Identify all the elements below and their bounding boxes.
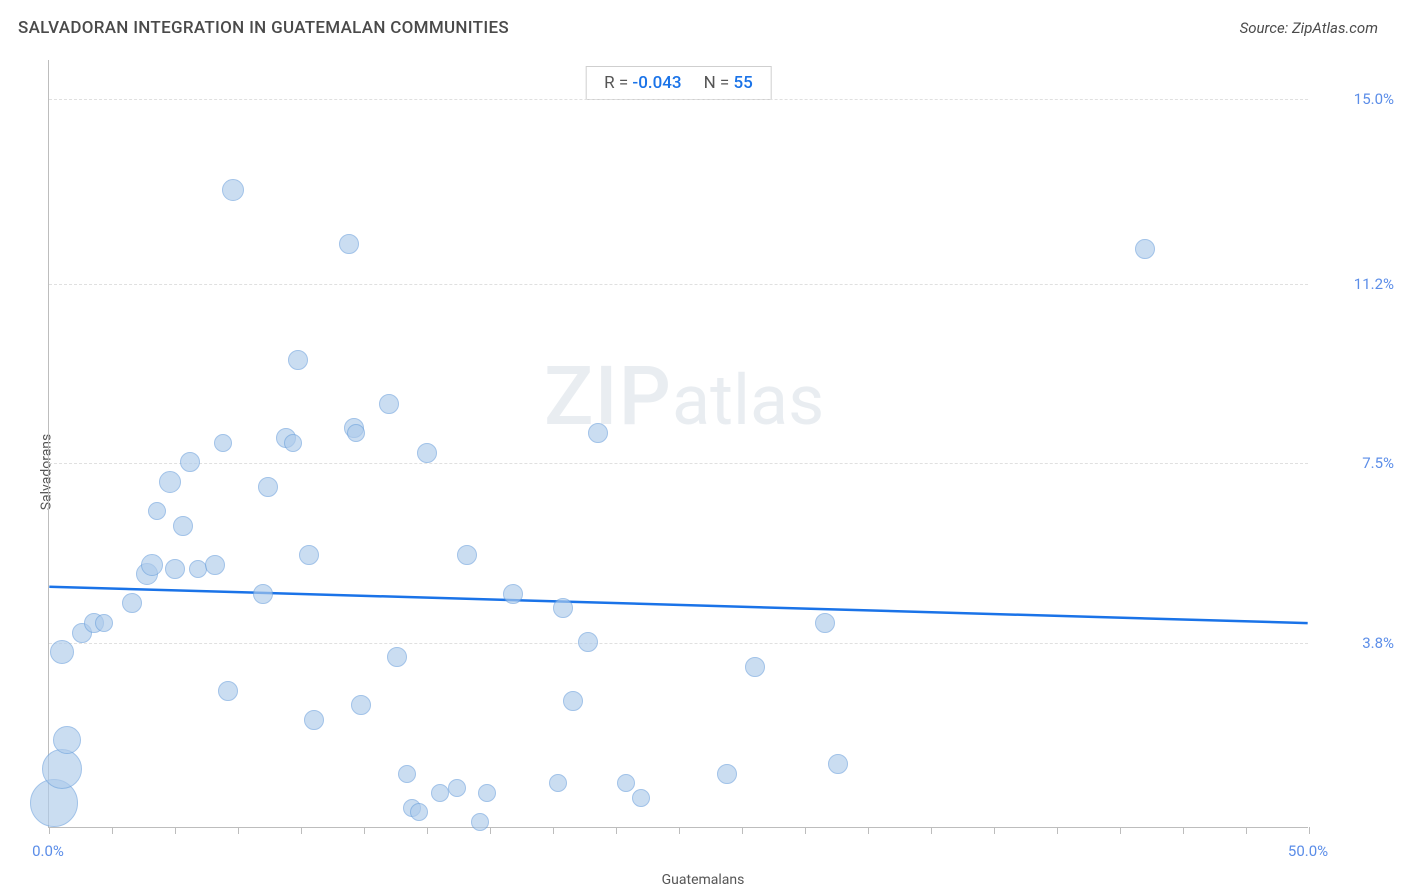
data-point[interactable] (205, 555, 225, 575)
watermark: ZIPatlas (544, 349, 824, 445)
gridline (49, 284, 1308, 285)
x-tick (1183, 827, 1184, 834)
data-point[interactable] (553, 598, 573, 618)
data-point[interactable] (141, 554, 163, 576)
x-tick (112, 827, 113, 834)
data-point[interactable] (745, 657, 765, 677)
gridline (49, 463, 1308, 464)
watermark-rest: atlas (672, 360, 824, 442)
x-tick (175, 827, 176, 834)
chart-source: Source: ZipAtlas.com (1240, 19, 1378, 37)
data-point[interactable] (53, 726, 81, 754)
chart-title: SALVADORAN INTEGRATION IN GUATEMALAN COM… (18, 18, 509, 38)
data-point[interactable] (617, 774, 635, 792)
data-point[interactable] (417, 443, 437, 463)
data-point[interactable] (717, 764, 737, 784)
y-tick-label: 15.0% (1314, 90, 1394, 108)
data-point[interactable] (148, 502, 166, 520)
y-tick-label: 11.2% (1314, 275, 1394, 293)
data-point[interactable] (410, 803, 428, 821)
stats-box: R = -0.043 N = 55 (585, 66, 772, 100)
data-point[interactable] (180, 452, 200, 472)
x-tick (931, 827, 932, 834)
x-tick (994, 827, 995, 834)
x-tick (679, 827, 680, 834)
x-tick (490, 827, 491, 834)
data-point[interactable] (189, 560, 207, 578)
data-point[interactable] (632, 789, 650, 807)
data-point[interactable] (50, 640, 74, 664)
data-point[interactable] (387, 647, 407, 667)
gridline (49, 643, 1308, 644)
data-point[interactable] (379, 394, 399, 414)
x-tick (1309, 827, 1310, 834)
data-point[interactable] (471, 813, 489, 831)
x-tick (427, 827, 428, 834)
data-point[interactable] (222, 179, 244, 201)
data-point[interactable] (1135, 239, 1155, 259)
x-tick (1120, 827, 1121, 834)
data-point[interactable] (563, 691, 583, 711)
stat-n: N = 55 (704, 73, 753, 93)
x-tick (868, 827, 869, 834)
data-point[interactable] (578, 632, 598, 652)
data-point[interactable] (122, 593, 142, 613)
data-point[interactable] (165, 559, 185, 579)
data-point[interactable] (448, 779, 466, 797)
data-point[interactable] (588, 423, 608, 443)
x-tick (49, 827, 50, 834)
x-axis-label: Guatemalans (662, 872, 745, 888)
data-point[interactable] (398, 765, 416, 783)
x-tick (301, 827, 302, 834)
x-tick (805, 827, 806, 834)
x-tick (1057, 827, 1058, 834)
data-point[interactable] (347, 424, 365, 442)
stat-r-label: R = (604, 73, 628, 93)
y-tick-label: 7.5% (1314, 454, 1394, 472)
stat-r-value: -0.043 (632, 73, 681, 93)
data-point[interactable] (95, 614, 113, 632)
data-point[interactable] (828, 754, 848, 774)
data-point[interactable] (351, 695, 371, 715)
x-tick (616, 827, 617, 834)
data-point[interactable] (457, 545, 477, 565)
data-point[interactable] (288, 350, 308, 370)
data-point[interactable] (218, 681, 238, 701)
chart-container: Salvadorans Guatemalans ZIPatlas R = -0.… (0, 52, 1406, 892)
trend-line (49, 587, 1307, 623)
data-point[interactable] (431, 784, 449, 802)
data-point[interactable] (339, 234, 359, 254)
data-point[interactable] (258, 477, 278, 497)
data-point[interactable] (173, 516, 193, 536)
data-point[interactable] (253, 584, 273, 604)
plot-area: ZIPatlas R = -0.043 N = 55 3.8%7.5%11.2%… (48, 60, 1308, 828)
y-tick-label: 3.8% (1314, 634, 1394, 652)
stat-r: R = -0.043 (604, 73, 681, 93)
stat-n-value: 55 (733, 73, 752, 93)
x-tick (742, 827, 743, 834)
data-point[interactable] (478, 784, 496, 802)
data-point[interactable] (549, 774, 567, 792)
data-point[interactable] (284, 434, 302, 452)
data-point[interactable] (815, 613, 835, 633)
x-tick-label: 50.0% (1288, 842, 1328, 860)
data-point[interactable] (159, 471, 181, 493)
stat-n-label: N = (704, 73, 730, 93)
data-point[interactable] (503, 584, 523, 604)
data-point[interactable] (304, 710, 324, 730)
data-point[interactable] (42, 749, 82, 789)
x-tick (238, 827, 239, 834)
x-tick (553, 827, 554, 834)
x-tick-label: 0.0% (32, 842, 64, 860)
x-tick (1246, 827, 1247, 834)
x-tick (364, 827, 365, 834)
data-point[interactable] (214, 434, 232, 452)
data-point[interactable] (299, 545, 319, 565)
trend-line-svg (49, 60, 1308, 827)
gridline (49, 99, 1308, 100)
